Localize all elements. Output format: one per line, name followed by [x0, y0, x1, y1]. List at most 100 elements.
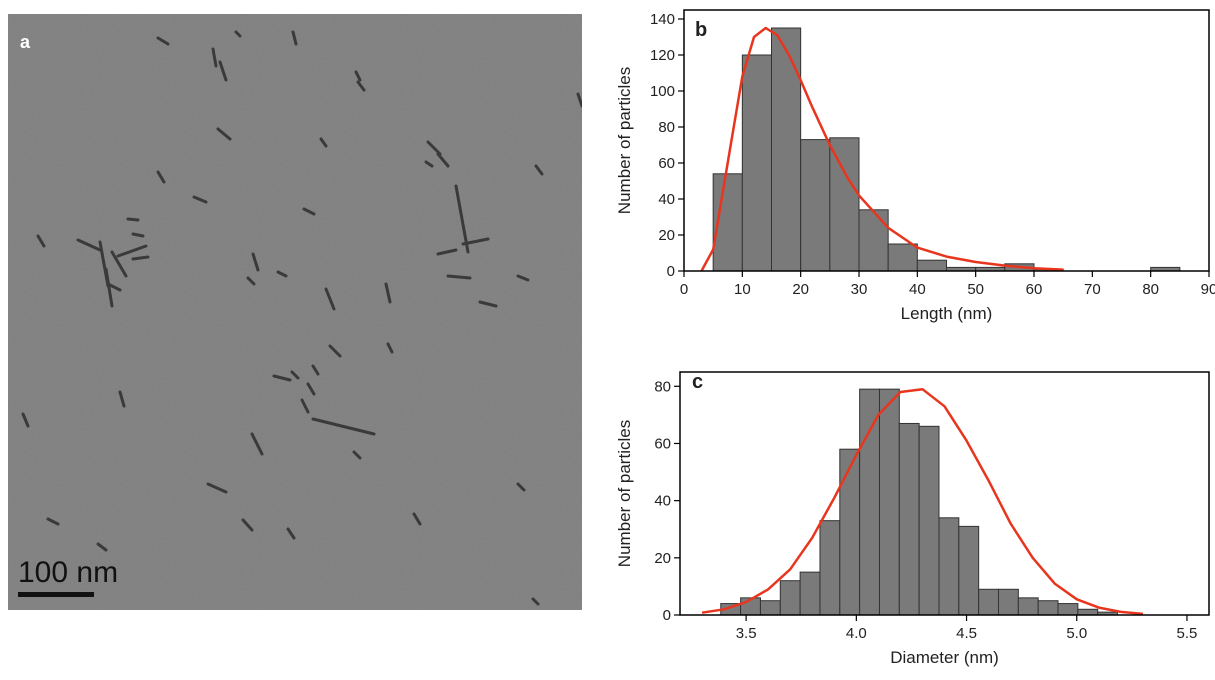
histogram-bar — [916, 259, 948, 272]
y-tick-label: 0 — [663, 607, 671, 624]
nanorod — [352, 450, 362, 460]
diameter-fit — [701, 387, 1144, 616]
nanorod — [319, 137, 328, 148]
length-x-axis-label: Length (nm) — [901, 304, 993, 323]
nanorod — [192, 195, 208, 204]
y-tick-label: 40 — [654, 493, 671, 510]
fit-curve — [701, 387, 1144, 616]
length-ticks: 0 10 20 30 40 50 60 70 80 90 0 20 40 60 80 100 120 140 — [650, 11, 1215, 298]
length-fit — [700, 26, 1064, 272]
x-tick-label: 90 — [1201, 281, 1215, 298]
plot-frame — [683, 9, 1210, 272]
histogram-bar — [779, 580, 801, 616]
x-tick-label: 0 — [680, 281, 688, 298]
nanorod — [96, 542, 108, 552]
histogram-bar — [800, 139, 831, 272]
y-tick-label: 20 — [654, 550, 671, 567]
histogram-bar — [1077, 608, 1099, 616]
length-histogram: 0 10 20 30 40 50 60 70 80 90 0 20 40 60 80 100 120 140 b … — [600, 0, 1215, 340]
nanorod-particles — [21, 30, 584, 606]
y-tick-label: 20 — [658, 227, 675, 244]
x-tick-label: 40 — [909, 281, 926, 298]
length-y-axis-label: Number of particles — [615, 67, 634, 214]
nanorod — [131, 255, 150, 261]
y-tick-label: 80 — [654, 378, 671, 395]
nanorod — [534, 164, 544, 176]
diameter-ticks: 3.5 4.0 4.5 5.0 5.5 0 20 40 60 80 — [654, 378, 1197, 642]
y-tick-label: 60 — [658, 155, 675, 172]
nanorod — [272, 374, 292, 382]
nanorod — [126, 217, 140, 222]
y-tick-label: 40 — [658, 191, 675, 208]
nanorod — [306, 382, 316, 396]
nanorod — [454, 184, 470, 254]
nanorod — [246, 276, 256, 286]
x-tick-label: 80 — [1142, 281, 1159, 298]
histogram-bar — [958, 525, 980, 616]
nanorod — [156, 170, 166, 184]
nanorod — [241, 518, 254, 532]
nanorod — [478, 300, 498, 308]
histogram-bar — [878, 388, 900, 616]
nanorod — [436, 248, 458, 256]
nanorod — [110, 250, 128, 278]
nanorod — [354, 70, 362, 82]
nanorod — [216, 127, 232, 141]
nanorod — [531, 597, 540, 606]
y-tick-label: 120 — [650, 47, 675, 64]
histogram-bar — [759, 600, 781, 616]
histogram-bar — [1037, 600, 1059, 616]
diameter-x-axis-label: Diameter (nm) — [890, 648, 999, 667]
tem-micrograph: a 100 nm — [8, 14, 584, 610]
y-tick-label: 60 — [654, 435, 671, 452]
x-tick-label: 3.5 — [736, 625, 757, 642]
x-tick-label: 4.0 — [846, 625, 867, 642]
nanorod — [234, 30, 242, 38]
nanorod — [156, 36, 170, 46]
histogram-bar — [859, 388, 880, 616]
tem-image: a 100 nm — [8, 14, 584, 610]
nanorod — [311, 364, 320, 376]
nanorod — [516, 482, 526, 492]
x-tick-label: 10 — [734, 281, 751, 298]
y-tick-label: 0 — [667, 263, 675, 280]
nanorod — [116, 244, 148, 258]
x-tick-label: 70 — [1084, 281, 1101, 298]
nanorod — [302, 207, 316, 216]
scalebar-label: 100 nm — [18, 556, 118, 589]
nanorod — [276, 270, 288, 278]
y-tick-label: 80 — [658, 119, 675, 136]
x-tick-label: 5.5 — [1177, 625, 1198, 642]
nanorod — [412, 512, 422, 526]
nanorod — [461, 237, 490, 246]
nanorod — [386, 342, 394, 354]
diameter-histogram: 3.5 4.0 4.5 5.0 5.5 0 20 40 60 80 c Diameter (nm)… — [600, 352, 1215, 675]
x-tick-label: 20 — [792, 281, 809, 298]
x-tick-label: 60 — [1026, 281, 1043, 298]
histogram-bar — [978, 588, 1000, 616]
nanorod — [576, 92, 584, 108]
diameter-axes — [679, 371, 1210, 616]
diameter-y-axis-label: Number of particles — [615, 420, 634, 567]
nanorod — [426, 140, 442, 156]
histogram-bar — [819, 520, 841, 616]
nanorod — [424, 160, 434, 168]
nanorod — [324, 287, 336, 311]
nanorod — [328, 344, 342, 358]
panel-a-label: a — [20, 32, 31, 52]
diameter-histogram-svg: 3.5 4.0 4.5 5.0 5.5 0 20 40 60 80 c Diameter (nm)… — [615, 371, 1210, 667]
histogram-bar — [858, 209, 889, 272]
nanorod — [291, 30, 298, 46]
nanorod — [436, 152, 450, 168]
length-axes — [683, 9, 1210, 272]
histogram-bar — [887, 243, 918, 272]
plot-frame — [679, 371, 1210, 616]
nanorod — [250, 432, 264, 456]
panel-c-label: c — [692, 371, 703, 393]
nanorod — [356, 80, 366, 92]
nanorod — [131, 232, 145, 238]
x-tick-label: 30 — [851, 281, 868, 298]
panel-b-label: b — [695, 19, 707, 41]
x-tick-label: 4.5 — [956, 625, 977, 642]
